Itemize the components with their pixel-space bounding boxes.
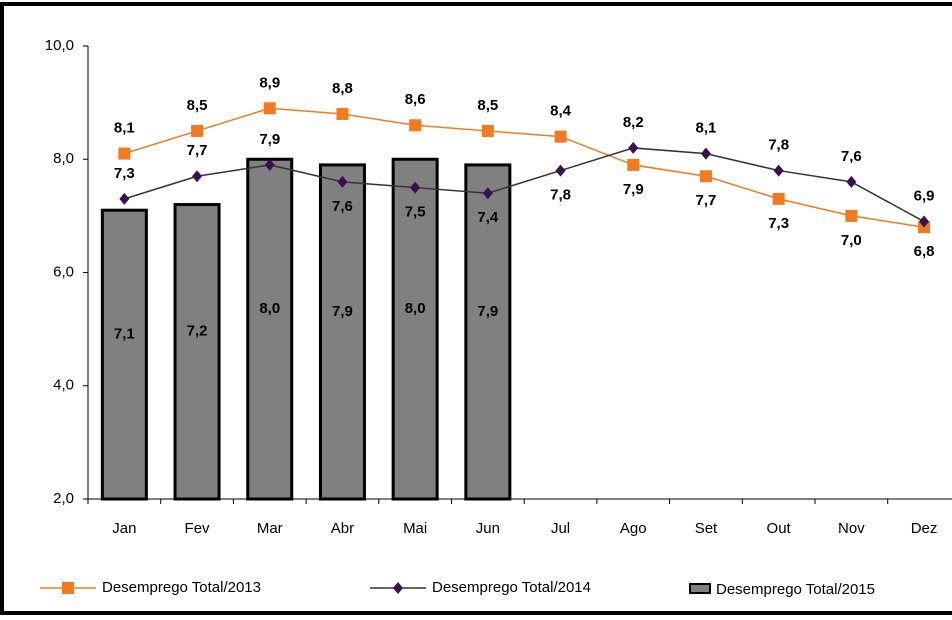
marker [119, 192, 130, 205]
value-label: 8,9 [259, 74, 280, 91]
legend-marker [62, 582, 74, 594]
marker [482, 187, 493, 200]
y-tick-label: 4,0 [53, 377, 74, 394]
value-label: 8,5 [187, 97, 208, 114]
value-label: 7,4 [477, 209, 499, 226]
bar [100, 208, 148, 501]
bar-value-label: 8,0 [259, 300, 280, 317]
marker [481, 124, 494, 137]
value-label: 8,5 [477, 97, 498, 114]
marker [337, 175, 348, 188]
value-label: 8,8 [332, 80, 353, 97]
x-tick-label: Nov [838, 520, 865, 537]
x-tick-label: Abr [331, 520, 354, 537]
bar-value-label: 7,1 [114, 326, 135, 343]
x-tick-label: Out [767, 520, 792, 537]
value-label: 8,2 [623, 114, 644, 131]
value-label: 7,3 [114, 165, 135, 182]
value-label: 7,9 [259, 131, 280, 148]
value-label: 8,6 [405, 91, 426, 108]
bar [318, 163, 366, 501]
value-label: 6,8 [914, 243, 935, 260]
line [124, 147, 925, 223]
value-label: 7,9 [623, 181, 644, 198]
legend-label: Desemprego Total/2015 [716, 581, 875, 598]
legend-swatch [689, 583, 711, 594]
legend-label: Desemprego Total/2013 [102, 579, 261, 596]
y-tick-label: 6,0 [53, 263, 74, 280]
bar-value-label: 7,9 [477, 303, 498, 320]
bar-value-label: 8,0 [405, 300, 426, 317]
marker [554, 130, 567, 143]
marker [772, 192, 785, 205]
bar [246, 157, 294, 501]
marker [264, 158, 275, 171]
y-tick-label: 8,0 [53, 150, 74, 167]
value-label: 7,7 [696, 192, 717, 209]
x-tick-label: Ago [620, 520, 647, 537]
marker [263, 102, 276, 115]
marker [919, 215, 930, 228]
marker [628, 141, 639, 154]
value-label: 8,4 [550, 103, 572, 120]
bar [391, 157, 439, 501]
y-tick-label: 10,0 [45, 37, 74, 54]
marker [192, 170, 203, 183]
value-label: 7,7 [187, 142, 208, 159]
marker [191, 124, 204, 137]
bar [173, 203, 221, 501]
marker [118, 147, 131, 160]
value-label: 7,6 [332, 198, 353, 215]
value-label: 7,6 [841, 148, 862, 165]
bar-value-label: 7,9 [332, 303, 353, 320]
marker [846, 175, 857, 188]
x-tick-label: Jan [112, 520, 136, 537]
x-tick-label: Mar [257, 520, 283, 537]
marker [409, 119, 422, 132]
x-tick-label: Dez [911, 520, 938, 537]
value-label: 7,8 [768, 137, 789, 154]
legend-marker [393, 582, 403, 594]
value-label: 8,1 [114, 120, 135, 137]
marker [773, 164, 784, 177]
marker [700, 147, 711, 160]
x-tick-label: Jul [551, 520, 570, 537]
marker [699, 170, 712, 183]
x-tick-label: Jun [476, 520, 500, 537]
value-label: 7,8 [550, 187, 571, 204]
x-tick-label: Set [695, 520, 718, 537]
marker [555, 164, 566, 177]
marker [627, 158, 640, 171]
marker [336, 107, 349, 120]
value-label: 7,3 [768, 215, 789, 232]
line [124, 107, 925, 228]
marker [845, 209, 858, 222]
value-label: 7,5 [405, 204, 426, 221]
y-tick-label: 2,0 [53, 490, 74, 507]
bar-value-label: 7,2 [187, 323, 208, 340]
x-tick-label: Mai [403, 520, 427, 537]
value-label: 6,9 [914, 188, 935, 205]
legend-label: Desemprego Total/2014 [432, 579, 591, 596]
x-tick-label: Fev [185, 520, 211, 537]
value-label: 7,0 [841, 232, 862, 249]
value-label: 8,1 [696, 120, 717, 137]
marker [410, 181, 421, 194]
bar [464, 163, 512, 501]
